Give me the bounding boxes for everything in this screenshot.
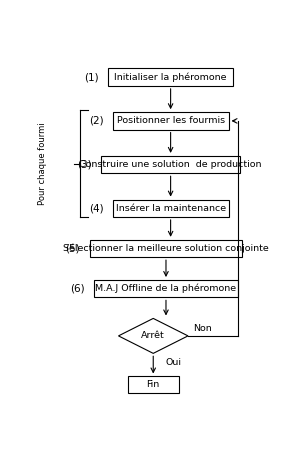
FancyBboxPatch shape: [113, 112, 228, 130]
Text: (1): (1): [84, 72, 99, 82]
Text: (5): (5): [65, 243, 80, 253]
Text: Fin: Fin: [147, 380, 160, 390]
Text: Oui: Oui: [166, 358, 182, 367]
FancyBboxPatch shape: [128, 376, 179, 393]
Text: (3): (3): [77, 160, 92, 170]
FancyBboxPatch shape: [89, 240, 242, 257]
Polygon shape: [118, 318, 188, 353]
Text: Initialiser la phéromone: Initialiser la phéromone: [114, 73, 227, 82]
Text: Positionner les fourmis: Positionner les fourmis: [117, 116, 225, 125]
Text: M.A.J Offline de la phéromone: M.A.J Offline de la phéromone: [95, 284, 237, 293]
Text: Insérer la maintenance: Insérer la maintenance: [115, 204, 226, 213]
FancyBboxPatch shape: [108, 69, 233, 86]
FancyBboxPatch shape: [94, 280, 238, 297]
Text: Sélectionner la meilleure solution conjointe: Sélectionner la meilleure solution conjo…: [63, 244, 269, 253]
Text: (6): (6): [70, 284, 85, 294]
Text: (2): (2): [89, 116, 103, 126]
FancyBboxPatch shape: [113, 200, 228, 217]
Text: Construire une solution  de production: Construire une solution de production: [79, 160, 262, 169]
FancyBboxPatch shape: [101, 156, 240, 173]
Text: Non: Non: [193, 324, 211, 333]
Text: Arrêt: Arrêt: [141, 331, 165, 340]
Text: (4): (4): [89, 203, 103, 213]
Text: Pour chaque fourmi: Pour chaque fourmi: [37, 123, 47, 205]
